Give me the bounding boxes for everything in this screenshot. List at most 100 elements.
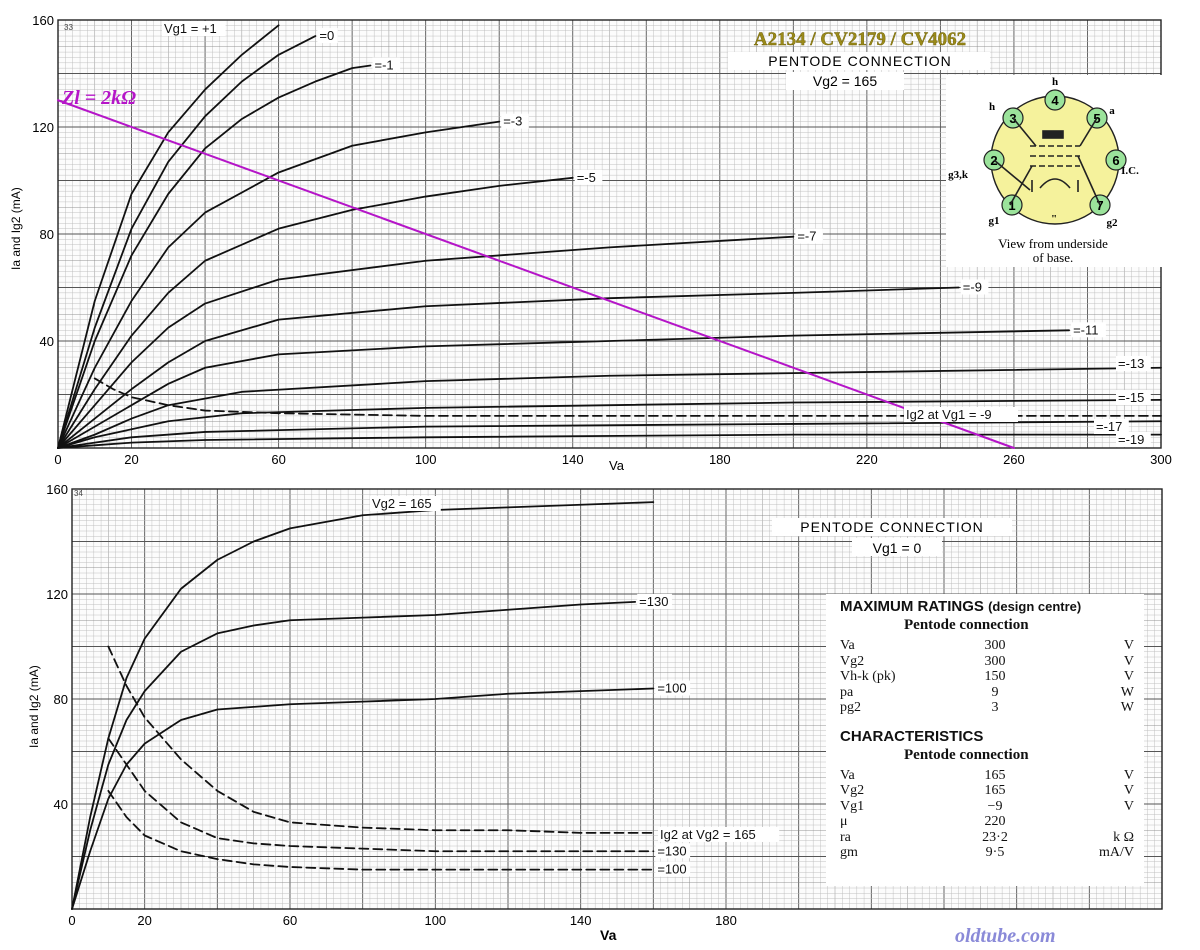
top-y-axis-label: Ia and Ig2 (mA) <box>9 187 23 270</box>
t-series-curve <box>57 398 1162 449</box>
b-series-label: Ig2 at Vg2 = 165 <box>660 827 756 842</box>
t-series-curve <box>57 235 795 449</box>
b-y-tick-label: 160 <box>46 482 68 497</box>
ratings-panel: MAXIMUM RATINGS (design centre) Pentode … <box>826 594 1144 886</box>
t-series-label: =-3 <box>503 114 522 129</box>
max-rating-row-sym: Vh-k (pk) <box>840 669 896 684</box>
max-rating-row: Va 300 V <box>840 638 1140 654</box>
inset-caption-line-2: of base. <box>1033 250 1073 265</box>
top-chart-subtitle: PENTODE CONNECTION <box>768 53 951 69</box>
max-rating-row: Vg2 300 V <box>840 654 1140 670</box>
b-series-label-bg <box>655 843 691 859</box>
t-series-label-bg <box>1071 322 1106 338</box>
top-chart: 0 20 60 100 140 180 220 260 300 40 80 120 160 Vg1 = … <box>9 13 1172 473</box>
t-series-label: =-1 <box>375 57 394 72</box>
top-series <box>57 24 1162 449</box>
pin-label: h <box>989 101 995 113</box>
pin-number: 6 <box>1112 153 1119 168</box>
pin-label: g3,k <box>948 169 969 181</box>
t-series-label-bg <box>574 169 603 185</box>
max-rating-row: pg2 3 W <box>840 700 1140 716</box>
watermark: oldtube.com <box>955 925 1056 947</box>
characteristic-row: μ 220 <box>840 814 1140 830</box>
t-series-label: Vg1 = +1 <box>164 21 217 36</box>
b-y-tick-label: 120 <box>46 587 68 602</box>
characteristic-row-sym: gm <box>840 845 858 860</box>
b-series-curve <box>71 600 637 910</box>
b-series-label-bg <box>655 861 691 877</box>
characteristic-row: Vg2 165 V <box>840 783 1140 799</box>
b-x-tick-label: 140 <box>570 913 592 928</box>
t-series-label-bg <box>501 113 529 129</box>
b-series-curve <box>71 501 655 910</box>
max-rating-row-sym: pa <box>840 684 854 700</box>
characteristic-row-unit: V <box>1123 798 1134 814</box>
t-x-tick-label: 0 <box>54 452 61 467</box>
t-series-label: =-15 <box>1118 390 1144 405</box>
characteristic-row-val: 165 <box>984 767 1006 783</box>
characteristic-row-val: 220 <box>984 814 1006 829</box>
characteristic-row-val: −9 <box>987 798 1003 814</box>
max-ratings-heading: MAXIMUM RATINGS (design centre) <box>840 598 1144 615</box>
characteristic-row: ra 23·2 k Ω <box>840 830 1140 846</box>
t-series-curve <box>57 64 372 449</box>
max-rating-row-val: 300 <box>984 653 1006 669</box>
t-series-label-bg <box>1116 432 1151 447</box>
max-ratings-title: MAXIMUM RATINGS <box>840 598 984 615</box>
b-x-tick-label: 0 <box>68 913 75 928</box>
characteristic-row-sym: Vg2 <box>840 783 865 798</box>
t-series-label: Zl = 2kΩ <box>61 87 136 109</box>
max-rating-row-unit: W <box>1120 684 1134 700</box>
t-series-label-bg <box>372 57 401 73</box>
max-rating-row-sym: pg2 <box>840 700 861 715</box>
max-rating-row-sym: Va <box>840 638 855 653</box>
t-y-tick-label: 120 <box>32 120 54 135</box>
bottom-chart-condition: Vg1 = 0 <box>873 540 922 556</box>
max-rating-row-val: 150 <box>984 669 1006 684</box>
characteristics-subheading: Pentode connection <box>904 746 1029 763</box>
t-x-tick-label: 140 <box>562 452 584 467</box>
max-rating-row-val: 3 <box>991 700 999 715</box>
pin-circle <box>1001 194 1023 216</box>
t-x-tick-label: 300 <box>1150 452 1172 467</box>
t-series-label-bg <box>1116 356 1151 371</box>
t-series-curve <box>57 99 1015 449</box>
max-rating-row-val: 300 <box>984 638 1006 653</box>
t-series-label-bg <box>904 407 1018 422</box>
t-series-label-bg <box>1094 419 1129 434</box>
top-chart-title: A2134 / CV2179 / CV4062 <box>754 29 966 50</box>
characteristic-row: Va 165 V <box>840 768 1140 784</box>
pin-label: " <box>1051 213 1057 225</box>
pin-number: 4 <box>1051 93 1059 108</box>
t-y-tick-label: 80 <box>40 227 54 242</box>
characteristic-row: gm 9·5 mA/V <box>840 845 1140 861</box>
t-series-curve <box>57 286 960 449</box>
t-x-tick-label: 20 <box>124 452 138 467</box>
characteristic-row-unit: V <box>1123 767 1134 783</box>
pin-label: g1 <box>989 215 1000 227</box>
pin-label: I.C. <box>1121 165 1139 177</box>
characteristic-row-val: 165 <box>984 783 1006 798</box>
top-labels: Vg1 = +1 =0 =-1 =-3 =-5 =-7 =-9 =-11 =-13 =-15 =-1… <box>61 21 1151 447</box>
t-series-label: Ig2 at Vg1 = -9 <box>906 407 992 422</box>
inset-caption-line-1: View from underside <box>998 236 1108 251</box>
b-x-tick-label: 100 <box>424 913 446 928</box>
pin-number: 7 <box>1096 198 1103 213</box>
bottom-x-axis-label: Va <box>600 927 617 943</box>
t-series-label: =-11 <box>1073 322 1098 337</box>
b-series-label: =100 <box>657 681 686 696</box>
t-series-curve <box>57 35 317 449</box>
t-x-tick-label: 60 <box>271 452 285 467</box>
pin-label: a <box>1109 105 1115 117</box>
t-series-curve <box>57 120 501 449</box>
t-series-curve <box>57 176 574 449</box>
t-x-tick-label: 260 <box>1003 452 1025 467</box>
b-series-label: =130 <box>657 843 686 858</box>
pin-label: g2 <box>1107 217 1119 229</box>
b-y-tick-label: 40 <box>54 797 68 812</box>
characteristic-row-unit: mA/V <box>1099 845 1134 860</box>
characteristic-row-unit: k Ω <box>1113 829 1134 845</box>
